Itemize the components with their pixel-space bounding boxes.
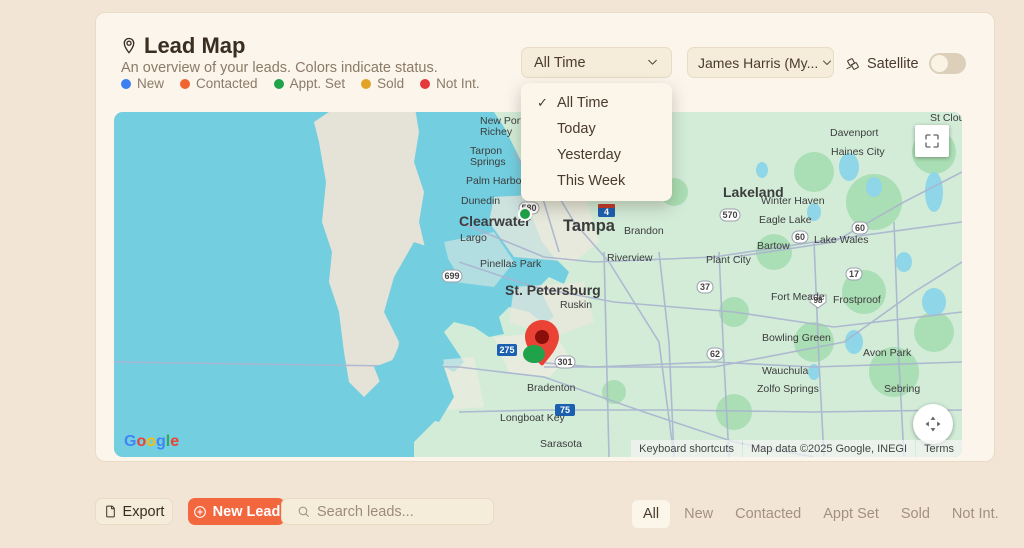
svg-text:Riverview: Riverview xyxy=(607,252,653,264)
svg-text:570: 570 xyxy=(722,210,737,220)
svg-text:Longboat Key: Longboat Key xyxy=(500,412,566,424)
svg-text:Zolfo Springs: Zolfo Springs xyxy=(757,383,819,395)
svg-text:Bowling Green: Bowling Green xyxy=(762,332,831,344)
svg-text:Frostproof: Frostproof xyxy=(833,294,881,306)
svg-text:62: 62 xyxy=(710,349,720,359)
svg-text:Wauchula: Wauchula xyxy=(762,365,808,377)
svg-text:Bradenton: Bradenton xyxy=(527,382,576,394)
svg-text:Fort Meade: Fort Meade xyxy=(771,291,825,303)
svg-text:Pinellas Park: Pinellas Park xyxy=(480,258,542,270)
svg-text:Plant City: Plant City xyxy=(706,254,752,266)
svg-text:Dunedin: Dunedin xyxy=(461,195,500,207)
svg-text:Winter Haven: Winter Haven xyxy=(761,195,825,207)
svg-text:60: 60 xyxy=(795,232,805,242)
svg-text:Lake Wales: Lake Wales xyxy=(814,234,868,246)
svg-text:Springs: Springs xyxy=(470,156,506,168)
svg-text:301: 301 xyxy=(557,357,572,367)
svg-text:Ruskin: Ruskin xyxy=(560,299,592,311)
svg-text:699: 699 xyxy=(444,271,459,281)
svg-text:Avon Park: Avon Park xyxy=(863,347,912,359)
svg-text:60: 60 xyxy=(855,223,865,233)
svg-text:Haines City: Haines City xyxy=(831,146,885,158)
svg-text:St Cloud: St Cloud xyxy=(930,112,962,124)
svg-text:275: 275 xyxy=(499,345,514,355)
svg-text:Largo: Largo xyxy=(460,232,487,244)
svg-text:Davenport: Davenport xyxy=(830,127,879,139)
svg-text:17: 17 xyxy=(849,269,859,279)
svg-text:37: 37 xyxy=(700,282,710,292)
svg-text:Sebring: Sebring xyxy=(884,383,920,395)
svg-text:Eagle Lake: Eagle Lake xyxy=(759,214,812,226)
svg-text:Palm Harbor: Palm Harbor xyxy=(466,175,525,187)
svg-text:Bartow: Bartow xyxy=(757,240,790,252)
svg-text:Brandon: Brandon xyxy=(624,225,664,237)
svg-text:4: 4 xyxy=(604,207,609,217)
svg-text:St. Petersburg: St. Petersburg xyxy=(505,282,601,298)
svg-text:Richey: Richey xyxy=(480,126,513,138)
svg-text:Tampa: Tampa xyxy=(563,217,616,235)
